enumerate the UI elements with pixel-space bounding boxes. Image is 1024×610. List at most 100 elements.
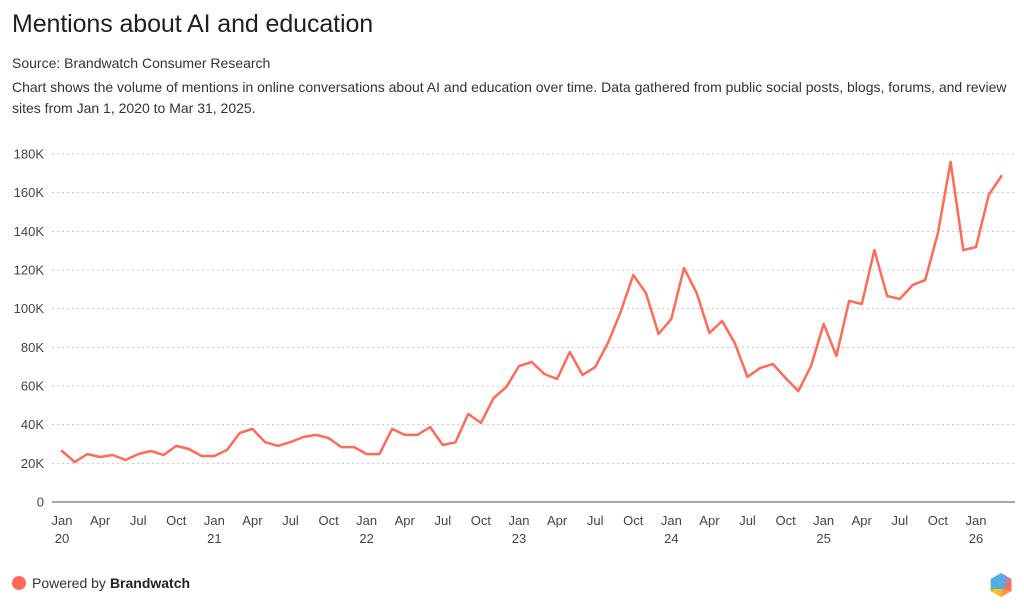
brand-dot-icon	[12, 576, 26, 590]
data-point[interactable]	[413, 431, 421, 439]
data-point[interactable]	[375, 450, 383, 458]
data-point[interactable]	[147, 447, 155, 455]
data-point[interactable]	[96, 453, 104, 461]
data-point[interactable]	[858, 300, 866, 308]
data-point[interactable]	[604, 339, 612, 347]
data-point[interactable]	[985, 191, 993, 199]
data-point[interactable]	[883, 292, 891, 300]
x-tick-label: Apr	[395, 513, 416, 528]
y-tick-label: 60K	[21, 379, 44, 394]
data-point[interactable]	[515, 362, 523, 370]
data-point[interactable]	[426, 423, 434, 431]
data-point[interactable]	[337, 443, 345, 451]
data-point[interactable]	[248, 425, 256, 433]
data-point[interactable]	[655, 330, 663, 338]
data-point[interactable]	[71, 458, 79, 466]
data-point[interactable]	[160, 451, 168, 459]
data-point[interactable]	[363, 450, 371, 458]
x-tick-label: Jul	[282, 513, 299, 528]
x-tick-label: Jul	[435, 513, 452, 528]
data-point[interactable]	[934, 229, 942, 237]
brandwatch-logo-icon[interactable]	[988, 572, 1014, 598]
data-point[interactable]	[629, 271, 637, 279]
data-point[interactable]	[312, 431, 320, 439]
data-point[interactable]	[540, 370, 548, 378]
data-point[interactable]	[172, 442, 180, 450]
data-point[interactable]	[477, 419, 485, 427]
x-tick-year-label: 22	[359, 531, 373, 546]
data-point[interactable]	[921, 276, 929, 284]
data-point[interactable]	[756, 364, 764, 372]
y-tick-label: 120K	[14, 263, 45, 278]
data-point[interactable]	[528, 358, 536, 366]
y-tick-label: 160K	[14, 185, 45, 200]
data-point[interactable]	[909, 281, 917, 289]
x-tick-year-label: 24	[664, 531, 678, 546]
data-point[interactable]	[718, 317, 726, 325]
data-point[interactable]	[350, 443, 358, 451]
data-point[interactable]	[299, 433, 307, 441]
data-point[interactable]	[210, 452, 218, 460]
data-point[interactable]	[680, 264, 688, 272]
data-point[interactable]	[236, 429, 244, 437]
data-point[interactable]	[617, 308, 625, 316]
y-axis-ticks: 0 20K 40K 60K 80K 100K 120K 140K 160K 180K	[14, 147, 45, 510]
data-point[interactable]	[845, 297, 853, 305]
data-point[interactable]	[287, 438, 295, 446]
data-point[interactable]	[502, 383, 510, 391]
data-point[interactable]	[464, 410, 472, 418]
y-tick-label: 100K	[14, 301, 45, 316]
brand-name: Brandwatch	[109, 575, 191, 591]
data-point[interactable]	[667, 315, 675, 323]
data-point[interactable]	[83, 450, 91, 458]
data-point[interactable]	[744, 373, 752, 381]
y-tick-label: 80K	[21, 340, 44, 355]
x-tick-label: Oct	[623, 513, 644, 528]
data-point[interactable]	[134, 450, 142, 458]
data-point[interactable]	[769, 360, 777, 368]
data-point[interactable]	[578, 371, 586, 379]
data-point[interactable]	[959, 246, 967, 254]
data-point[interactable]	[439, 441, 447, 449]
x-tick-year-label: 23	[512, 531, 526, 546]
data-point[interactable]	[388, 425, 396, 433]
x-tick-label: Jan	[966, 513, 987, 528]
data-point[interactable]	[705, 329, 713, 337]
data-point[interactable]	[997, 172, 1005, 180]
line-chart: 0 20K 40K 60K 80K 100K 120K 140K 160K 180K Jan 20 A…	[14, 147, 1015, 546]
data-point[interactable]	[452, 438, 460, 446]
data-point[interactable]	[896, 295, 904, 303]
data-point[interactable]	[490, 394, 498, 402]
chart-title: Mentions about AI and education	[12, 10, 374, 38]
data-point[interactable]	[185, 445, 193, 453]
data-point[interactable]	[820, 320, 828, 328]
data-point[interactable]	[794, 387, 802, 395]
data-point[interactable]	[261, 438, 269, 446]
data-point[interactable]	[947, 158, 955, 166]
data-point[interactable]	[401, 431, 409, 439]
data-point[interactable]	[553, 375, 561, 383]
data-point[interactable]	[223, 446, 231, 454]
data-point[interactable]	[274, 442, 282, 450]
data-point[interactable]	[198, 452, 206, 460]
data-point[interactable]	[807, 362, 815, 370]
data-point[interactable]	[642, 289, 650, 297]
data-point[interactable]	[832, 352, 840, 360]
data-point[interactable]	[731, 339, 739, 347]
data-point[interactable]	[693, 289, 701, 297]
data-point[interactable]	[591, 363, 599, 371]
data-point[interactable]	[58, 447, 66, 455]
x-tick-label: Apr	[547, 513, 568, 528]
x-tick-label: Apr	[242, 513, 263, 528]
data-point[interactable]	[782, 374, 790, 382]
data-point[interactable]	[972, 243, 980, 251]
data-point[interactable]	[870, 246, 878, 254]
data-point[interactable]	[566, 348, 574, 356]
x-tick-label: Apr	[90, 513, 111, 528]
x-tick-label: Oct	[166, 513, 187, 528]
data-point[interactable]	[325, 434, 333, 442]
data-point[interactable]	[109, 451, 117, 459]
data-point[interactable]	[121, 456, 129, 464]
x-axis-ticks: Jan 20 Apr Jul Oct Jan 21 Apr Jul Oct Jan 22 Apr Jul O…	[52, 513, 987, 546]
x-tick-label: Apr	[699, 513, 720, 528]
